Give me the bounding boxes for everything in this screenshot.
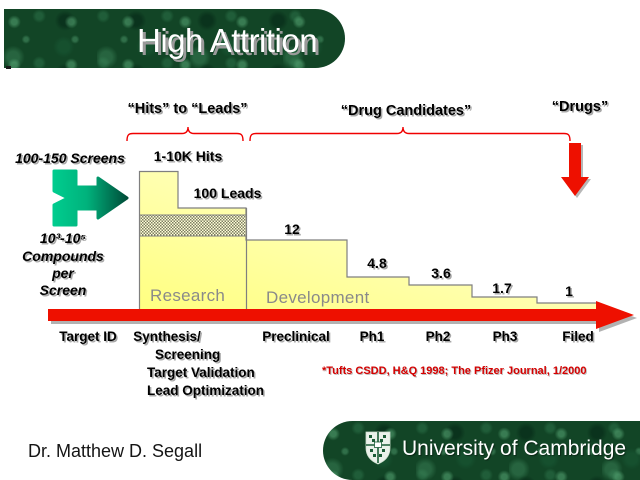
screens-annotation: 100-150 Screens: [15, 150, 125, 166]
source-footnote: *Tufts CSDD, H&Q 1998; The Pfizer Journa…: [322, 365, 587, 377]
stage-label-target-id: Target ID: [59, 329, 117, 344]
stage-label-synthesis: Synthesis/: [133, 329, 201, 344]
stage-label-preclinical: Preclinical: [262, 329, 330, 344]
step-label-1: 1: [565, 283, 573, 299]
cambridge-crest-icon: [365, 431, 391, 465]
down-arrow-icon: [561, 143, 591, 198]
organization-name: University of Cambridge: [402, 437, 627, 460]
stage-label-lead-optimization: Lead Optimization: [147, 383, 265, 398]
title-bar: [4, 9, 345, 68]
author-name: Dr. Matthew D. Segall: [28, 441, 203, 461]
merge-arrow-shape: [52, 169, 129, 227]
merge-arrow-icon: [52, 169, 129, 227]
flow-label-drugs: “Drugs”: [551, 99, 609, 115]
step-label-1-7: 1.7: [492, 280, 512, 296]
hatch-band: [139, 214, 247, 237]
compounds-line-1: 10³-10⁵: [39, 230, 87, 246]
timeline-arrow-icon: [48, 301, 637, 332]
page-title: High Attrition: [137, 22, 318, 59]
flow-label-hits-to-leads: “Hits” to “Leads”: [127, 101, 248, 117]
attrition-staircase-chart: [138, 170, 599, 317]
stage-label-target-validation: Target Validation: [147, 365, 255, 380]
stray-mark: [6, 66, 11, 69]
step-label-hits: 1-10K Hits: [153, 148, 223, 164]
compounds-line-4: Screen: [39, 282, 87, 298]
phase-label-research: Research: [150, 286, 226, 305]
stage-label-ph3: Ph3: [492, 329, 518, 344]
step-label-4-8: 4.8: [367, 255, 387, 271]
compounds-line-3: per: [52, 265, 74, 281]
phase-label-development: Development: [266, 288, 370, 307]
step-label-12: 12: [284, 221, 300, 237]
brace-drug-candidates: [249, 126, 571, 142]
compounds-line-2: Compounds: [22, 248, 104, 264]
brace-icons: [126, 126, 571, 142]
stage-label-ph1: Ph1: [359, 329, 385, 344]
stage-label-screening: Screening: [155, 347, 221, 362]
brace-hits-to-leads: [126, 126, 244, 142]
step-label-3-6: 3.6: [431, 265, 451, 281]
step-label-leads: 100 Leads: [193, 185, 262, 201]
stage-label-filed: Filed: [562, 329, 594, 344]
flow-label-drug-candidates: “Drug Candidates”: [340, 103, 472, 119]
staircase-profile: [138, 170, 599, 317]
stage-label-ph2: Ph2: [425, 329, 451, 344]
